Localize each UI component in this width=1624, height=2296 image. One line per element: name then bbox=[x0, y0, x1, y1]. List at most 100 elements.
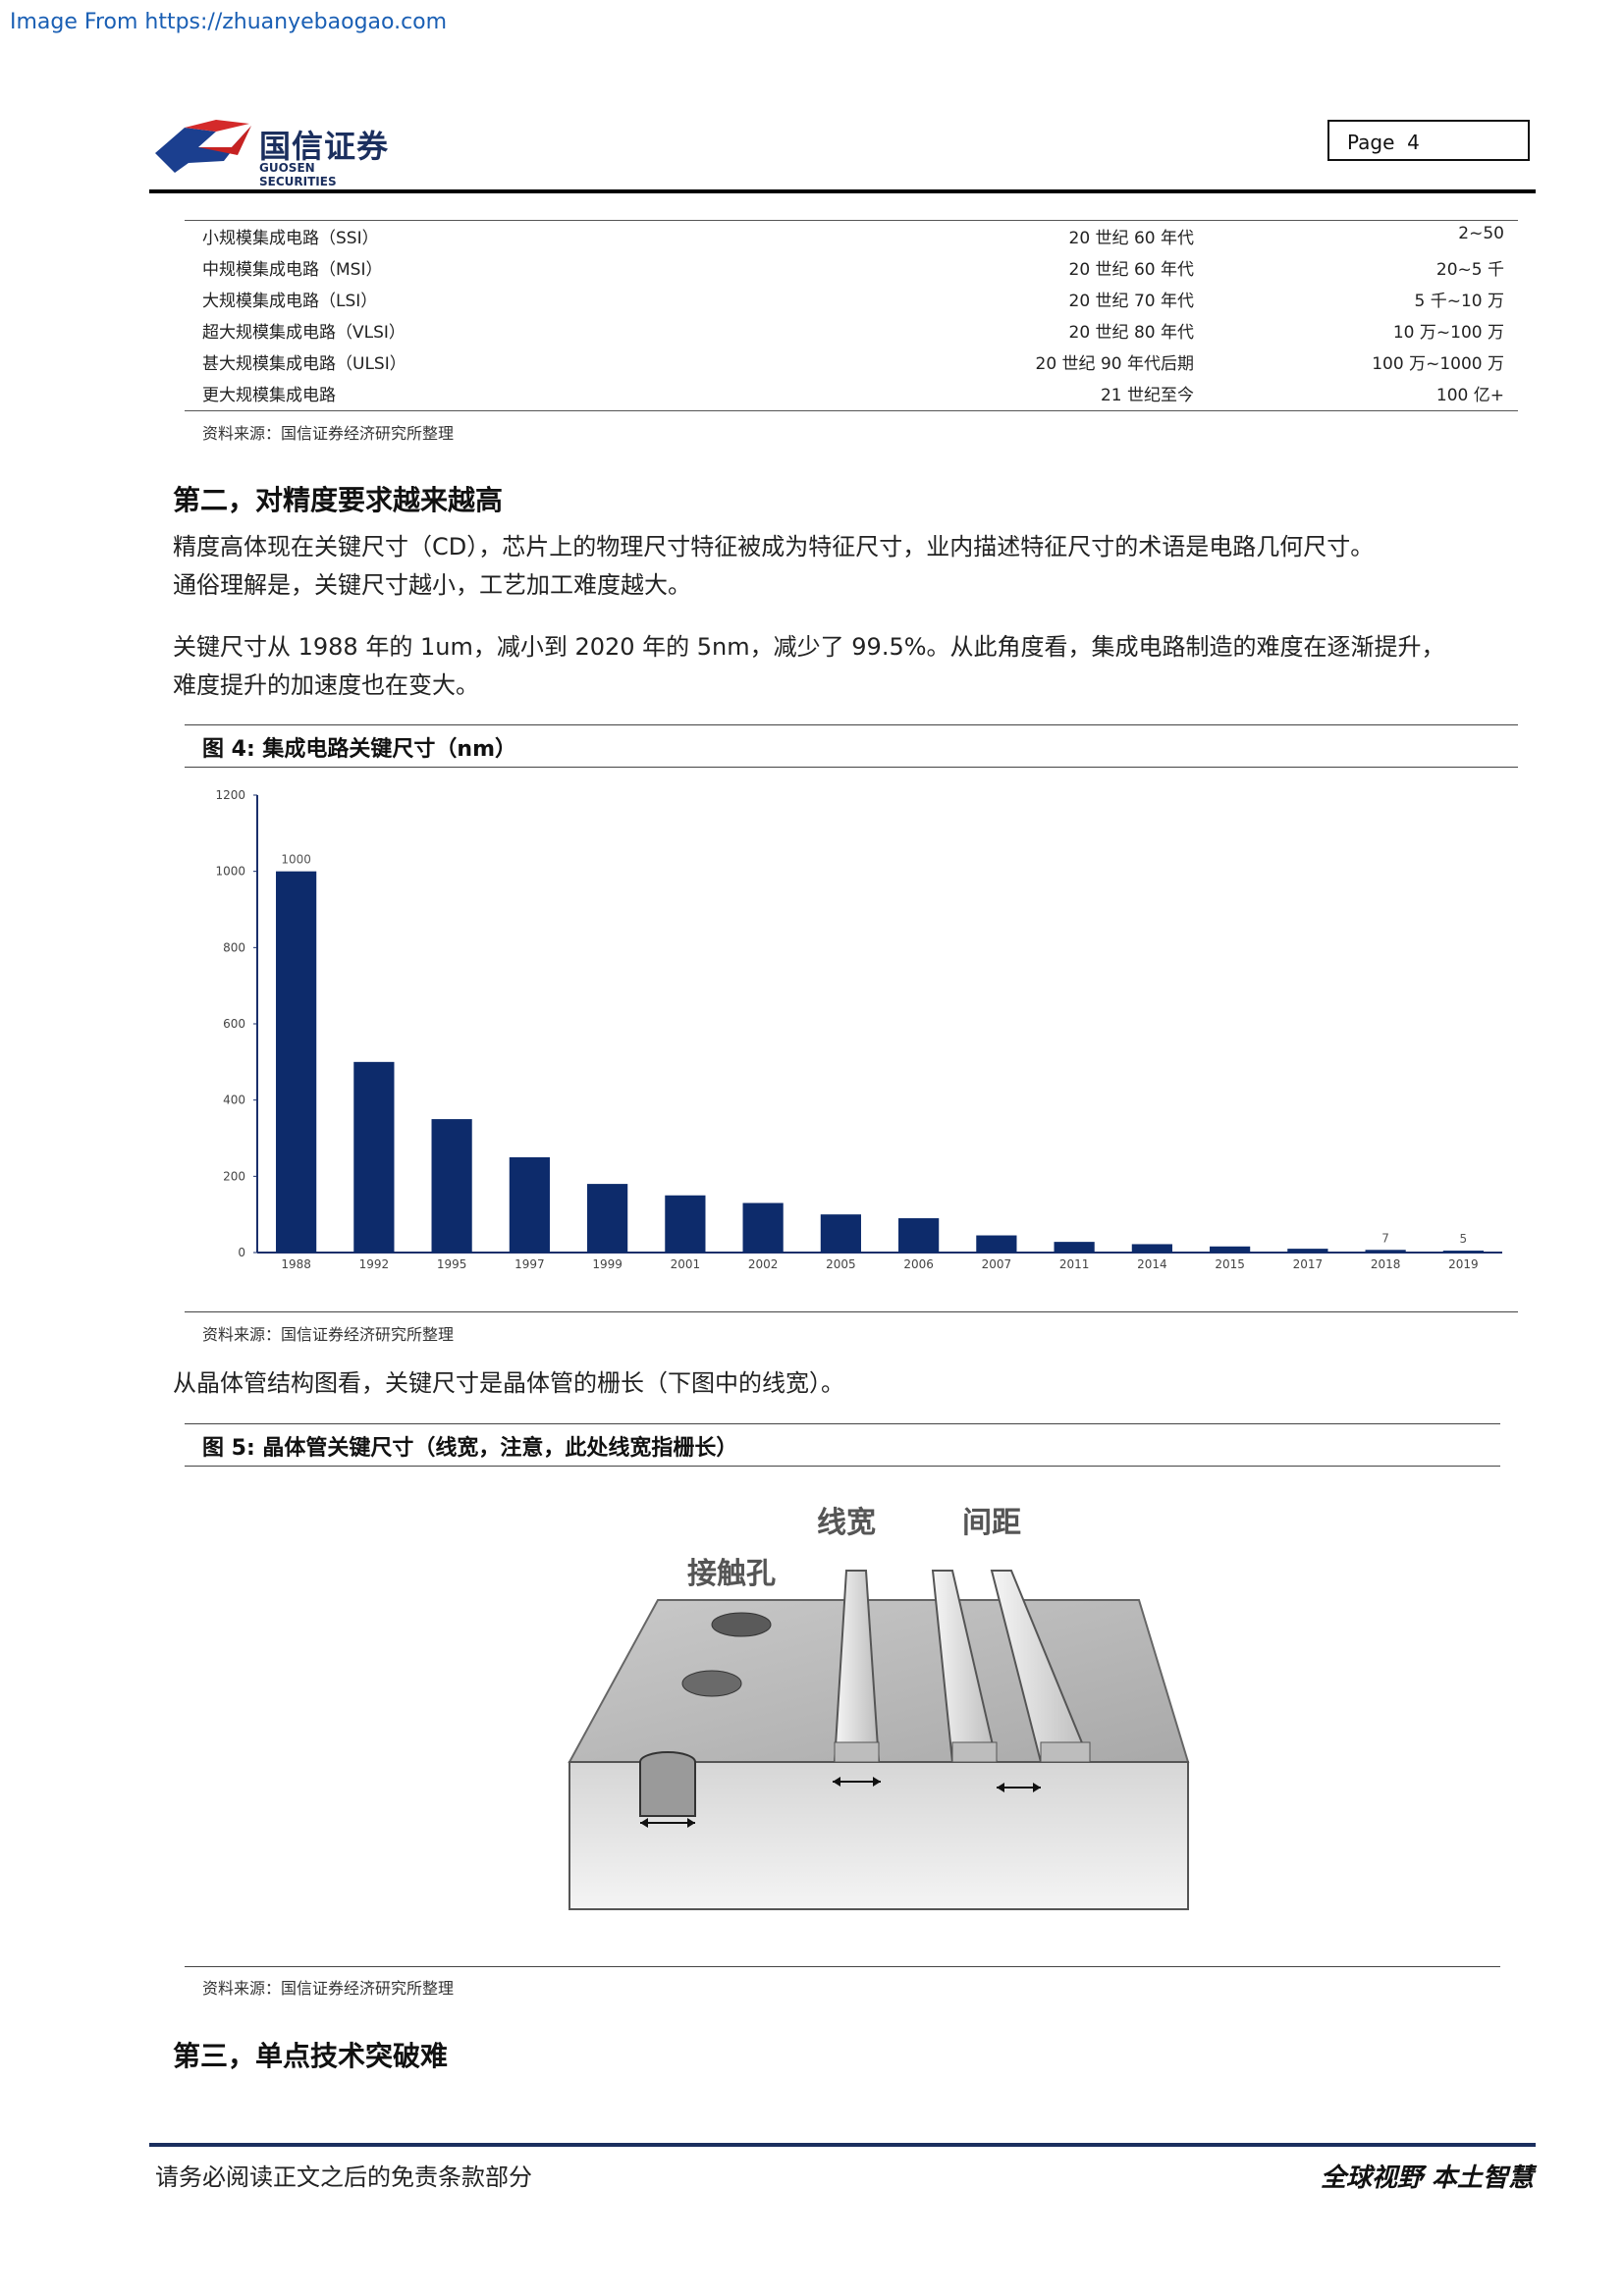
figure-title: 图 5: 晶体管关键尺寸（线宽，注意，此处线宽指栅长） bbox=[202, 1436, 738, 1461]
table-cell-name: 更大规模集成电路 bbox=[202, 386, 336, 405]
logo-mark-icon bbox=[155, 120, 251, 173]
table-cell-name: 超大规模集成电路（VLSI） bbox=[202, 323, 406, 343]
logo-english-name: GUOSEN SECURITIES bbox=[259, 161, 337, 188]
x-tick-label: 1992 bbox=[359, 1257, 390, 1271]
table-row: 中规模集成电路（MSI） 20 世纪 60 年代 20~5 千 bbox=[0, 255, 1624, 287]
table-cell-count: 2~50 bbox=[1458, 224, 1504, 243]
table-cell-count: 100 万~1000 万 bbox=[1372, 354, 1504, 374]
bar-1999 bbox=[587, 1184, 628, 1253]
linewidth-label: 线宽 bbox=[817, 1506, 876, 1540]
x-tick-label: 2007 bbox=[982, 1257, 1012, 1271]
footer-disclaimer: 请务必阅读正文之后的免责条款部分 bbox=[155, 2163, 532, 2191]
logo-chinese-name: 国信证券 bbox=[259, 128, 390, 165]
table-row: 小规模集成电路（SSI） 20 世纪 60 年代 2~50 bbox=[0, 224, 1624, 255]
gate-line-cap bbox=[834, 1741, 880, 1763]
contact-hole bbox=[681, 1670, 742, 1697]
figure-title-rule bbox=[185, 767, 1518, 768]
arrowhead bbox=[997, 1783, 1004, 1792]
bar-2006 bbox=[898, 1218, 940, 1253]
contact-hole bbox=[711, 1612, 772, 1637]
paragraph-line: 通俗理解是，关键尺寸越小，工艺加工难度越大。 bbox=[173, 571, 691, 599]
bar-2019 bbox=[1442, 1251, 1484, 1253]
spacing-label: 间距 bbox=[962, 1506, 1021, 1540]
gate-line-cap bbox=[951, 1741, 998, 1763]
guosen-logo: 国信证券 GUOSEN SECURITIES bbox=[155, 118, 391, 188]
table-cell-era: 21 世纪至今 bbox=[1100, 386, 1194, 405]
header-rule bbox=[149, 189, 1536, 193]
paragraph: 从晶体管结构图看，关键尺寸是晶体管的栅长（下图中的线宽）。 bbox=[173, 1369, 844, 1397]
table-cell-era: 20 世纪 60 年代 bbox=[1068, 260, 1194, 280]
y-tick-label: 1000 bbox=[215, 865, 245, 879]
table-row: 更大规模集成电路 21 世纪至今 100 亿+ bbox=[0, 381, 1624, 412]
arrowhead bbox=[873, 1777, 881, 1787]
table-cell-name: 大规模集成电路（LSI） bbox=[202, 292, 378, 311]
bar-1997 bbox=[509, 1156, 550, 1253]
bar-1995 bbox=[431, 1119, 472, 1253]
paragraph: 精度高体现在关键尺寸（CD），芯片上的物理尺寸特征被成为特征尺寸，业内描述特征尺… bbox=[173, 528, 1528, 605]
paragraph-line: 难度提升的加速度也在变大。 bbox=[173, 671, 479, 699]
substrate-top-face bbox=[568, 1599, 1190, 1763]
transistor-structure-diagram: 接触孔 线宽 间距 bbox=[568, 1506, 1190, 1910]
gate-line-cap bbox=[1040, 1741, 1091, 1763]
figure-source-note: 资料来源：国信证券经济研究所整理 bbox=[202, 1979, 455, 1998]
figure-title: 图 4: 集成电路关键尺寸（nm） bbox=[202, 737, 517, 762]
x-tick-label: 1997 bbox=[514, 1257, 545, 1271]
table-cell-era: 20 世纪 70 年代 bbox=[1068, 292, 1194, 311]
x-tick-label: 2001 bbox=[671, 1257, 701, 1271]
watermark-link[interactable]: Image From https://zhuanyebaogao.com bbox=[10, 10, 448, 34]
x-tick-label: 2017 bbox=[1293, 1257, 1324, 1271]
table-cell-count: 20~5 千 bbox=[1435, 260, 1504, 280]
table-cell-era: 20 世纪 90 年代后期 bbox=[1035, 354, 1194, 374]
x-tick-label: 1999 bbox=[592, 1257, 623, 1271]
y-tick-label: 400 bbox=[223, 1094, 245, 1107]
paragraph-line: 关键尺寸从 1988 年的 1um，减小到 2020 年的 5nm，减少了 99… bbox=[173, 633, 1445, 661]
y-tick-label: 1200 bbox=[215, 788, 245, 802]
bar-2002 bbox=[742, 1202, 784, 1253]
bar-2015 bbox=[1210, 1246, 1251, 1253]
section-heading: 第三，单点技术突破难 bbox=[173, 2040, 449, 2072]
table-cell-count: 5 千~10 万 bbox=[1414, 292, 1505, 311]
figure-bottom-rule bbox=[185, 1311, 1518, 1312]
x-tick-label: 2005 bbox=[826, 1257, 856, 1271]
x-tick-label: 1988 bbox=[281, 1257, 311, 1271]
x-tick-label: 2006 bbox=[903, 1257, 934, 1271]
critical-dimension-chart: 0 200 400 600 800 1000 1200 1988 1992 1995 1997 19… bbox=[215, 788, 1502, 1271]
paragraph-line: 精度高体现在关键尺寸（CD），芯片上的物理尺寸特征被成为特征尺寸，业内描述特征尺… bbox=[173, 533, 1375, 561]
x-tick-label: 1995 bbox=[437, 1257, 467, 1271]
data-label: 5 bbox=[1460, 1232, 1468, 1246]
table-cell-era: 20 世纪 80 年代 bbox=[1068, 323, 1194, 343]
x-tick-label: 2015 bbox=[1215, 1257, 1245, 1271]
arrowhead bbox=[1033, 1783, 1041, 1792]
x-tick-label: 2014 bbox=[1137, 1257, 1167, 1271]
arrowhead bbox=[833, 1777, 840, 1787]
table-row: 超大规模集成电路（VLSI） 20 世纪 80 年代 10 万~100 万 bbox=[0, 318, 1624, 349]
figure-top-rule bbox=[185, 1423, 1500, 1424]
page-label: Page bbox=[1347, 131, 1395, 154]
bar-1992 bbox=[353, 1061, 395, 1253]
table-top-rule bbox=[185, 220, 1518, 221]
table-row: 甚大规模集成电路（ULSI） 20 世纪 90 年代后期 100 万~1000 … bbox=[0, 349, 1624, 381]
bar-2011 bbox=[1054, 1242, 1095, 1253]
bar-2014 bbox=[1131, 1244, 1172, 1253]
table-cell-count: 100 亿+ bbox=[1435, 386, 1504, 405]
bar-2018 bbox=[1365, 1250, 1406, 1253]
footer-slogan: 全球视野 本土智慧 bbox=[1320, 2163, 1534, 2193]
figure-top-rule bbox=[185, 724, 1518, 725]
data-label: 7 bbox=[1381, 1231, 1389, 1245]
x-tick-label: 2018 bbox=[1371, 1257, 1401, 1271]
table-cell-name: 小规模集成电路（SSI） bbox=[202, 229, 379, 248]
table-cell-era: 20 世纪 60 年代 bbox=[1068, 229, 1194, 248]
bar-2001 bbox=[665, 1195, 706, 1253]
arrowhead bbox=[640, 1818, 648, 1828]
footer-rule bbox=[149, 2143, 1536, 2147]
bar-2005 bbox=[820, 1214, 861, 1253]
figure-title-rule bbox=[185, 1466, 1500, 1467]
contact-hole-cross-section bbox=[639, 1751, 696, 1817]
bar-2017 bbox=[1287, 1249, 1328, 1253]
section-heading: 第二，对精度要求越来越高 bbox=[173, 484, 504, 516]
y-tick-label: 800 bbox=[223, 940, 245, 954]
paragraph: 关键尺寸从 1988 年的 1um，减小到 2020 年的 5nm，减少了 99… bbox=[173, 628, 1528, 705]
table-cell-name: 甚大规模集成电路（ULSI） bbox=[202, 354, 406, 374]
table-cell-name: 中规模集成电路（MSI） bbox=[202, 260, 383, 280]
table-bottom-rule bbox=[185, 410, 1518, 411]
